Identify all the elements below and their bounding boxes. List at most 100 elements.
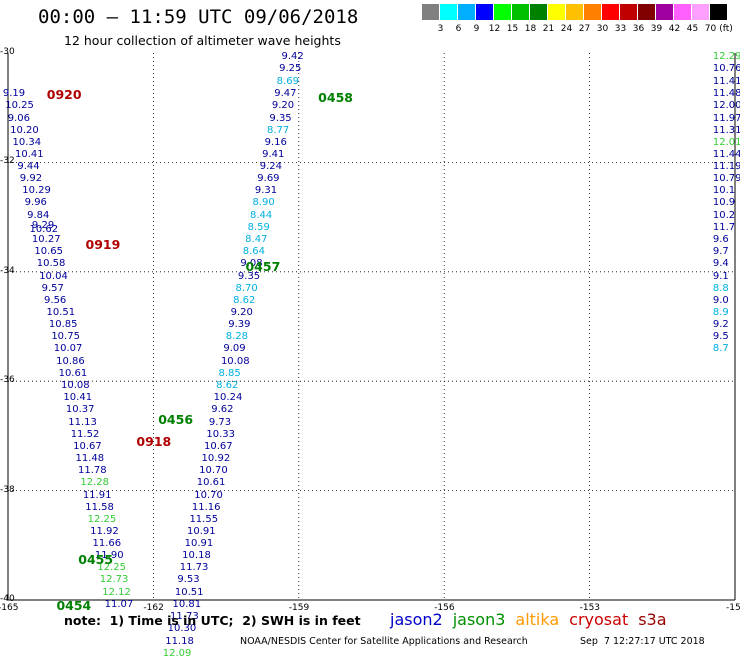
longitude-label: -162 — [143, 603, 164, 613]
pass-time-label: 0919 — [85, 237, 121, 253]
wave-height-value: 9.7 — [712, 246, 729, 258]
wave-height-value: 12.12 — [102, 586, 131, 598]
latitude-label: -34 — [0, 265, 15, 276]
wave-height-value: 12.25 — [97, 562, 126, 574]
wave-height-value: 12.00 — [712, 100, 740, 112]
credit-text: NOAA/NESDIS Center for Satellite Applica… — [240, 636, 528, 647]
wave-height-value: 10.86 — [56, 355, 85, 367]
wave-height-value: 8.85 — [218, 368, 241, 380]
wave-height-value: 11.58 — [85, 501, 114, 513]
wave-height-value: 9.69 — [257, 173, 280, 185]
mission-legend-item: altika — [515, 610, 560, 629]
wave-height-value: 11.48 — [75, 452, 105, 464]
wave-height-value: 11.18 — [165, 635, 194, 647]
wave-height-value: 10.70 — [199, 464, 228, 476]
wave-height-value: 9.19 — [2, 88, 26, 100]
color-scale-label: 39 — [650, 24, 663, 34]
wave-height-value: 8.77 — [266, 124, 290, 136]
longitude-label: -153 — [579, 603, 601, 613]
wave-height-value: 9.53 — [177, 574, 200, 586]
longitude-label: -165 — [0, 603, 19, 613]
wave-height-value: 10.25 — [5, 100, 34, 112]
wave-height-value: 8.9 — [712, 306, 729, 318]
color-swatch — [440, 4, 457, 20]
color-scale-label: 27 — [578, 24, 591, 34]
wave-height-value: 10.91 — [187, 526, 216, 538]
mission-legend-item: s3a — [638, 610, 667, 629]
color-swatch — [566, 4, 583, 20]
wave-height-value: 12.01 — [712, 136, 740, 148]
wave-height-value: 9.57 — [41, 282, 64, 294]
color-scale-label: 21 — [542, 24, 555, 34]
color-scale-label: 15 — [506, 24, 519, 34]
mission-legend-item: cryosat — [569, 610, 629, 629]
wave-height-value: 9.29 — [31, 220, 55, 232]
wave-height-value: 11.13 — [68, 416, 97, 428]
mission-legend-item: jason2 — [390, 610, 443, 629]
wave-height-value: 12.29 — [712, 51, 740, 63]
wave-height-value: 11.91 — [82, 489, 112, 501]
mission-legend: jason2 jason3 altika cryosat s3a — [390, 610, 677, 629]
pass-time-label: 0920 — [46, 87, 82, 103]
wave-height-value: 9.73 — [208, 416, 232, 428]
wave-height-value: 9.6 — [712, 234, 729, 246]
color-scale-label: 6 — [455, 24, 462, 34]
wave-height-value: 10.61 — [196, 477, 226, 489]
wave-height-value: 10.70 — [194, 489, 223, 501]
pass-time-label: 0918 — [136, 434, 172, 450]
wave-height-value: 9.0 — [712, 294, 729, 306]
wave-height-value: 10.1 — [712, 185, 736, 197]
wave-height-value: 11.31 — [712, 124, 740, 136]
wave-height-value: 12.09 — [162, 647, 192, 659]
wave-height-value: 10.29 — [22, 185, 51, 197]
color-scale-label: 45 — [686, 24, 699, 34]
wave-height-value: 10.85 — [48, 319, 78, 331]
color-swatch — [458, 4, 475, 20]
wave-height-value: 10.24 — [213, 392, 243, 404]
wave-height-value: 9.35 — [269, 112, 292, 124]
wave-height-value: 10.41 — [63, 392, 93, 404]
wave-height-value: 10.92 — [201, 452, 231, 464]
color-scale-label: 18 — [524, 24, 537, 34]
wave-height-value: 10.62 — [29, 223, 59, 235]
wave-height-value: 9.31 — [254, 185, 278, 197]
latitude-label: -32 — [0, 156, 15, 167]
color-swatch — [602, 4, 619, 20]
wave-height-value: 11.48 — [712, 88, 740, 100]
wave-height-value: 9.44 — [17, 161, 40, 173]
wave-height-value: 9.56 — [44, 294, 67, 306]
wave-height-value: 8.44 — [250, 210, 273, 221]
color-swatch — [656, 4, 673, 20]
wave-height-value: 8.28 — [225, 331, 249, 343]
color-scale-label: 70 — [704, 24, 717, 34]
wave-height-value: 8.69 — [276, 75, 299, 87]
wave-height-value: 10.58 — [36, 258, 66, 270]
longitude-label: -150 — [726, 603, 740, 613]
wave-height-value: 9.62 — [211, 404, 234, 416]
pass-time-label: 0454 — [56, 598, 92, 614]
wave-height-value: 9.2 — [712, 319, 729, 331]
longitude-label: -156 — [434, 603, 455, 613]
footer-note: note: 1) Time is in UTC; 2) SWH is in fe… — [64, 613, 361, 628]
color-swatch — [674, 4, 691, 20]
color-scale-label: 24 — [560, 24, 573, 34]
longitude-label: -159 — [288, 603, 310, 613]
wave-height-value: 10.27 — [31, 234, 61, 246]
wave-height-value: 9.39 — [228, 319, 251, 331]
wave-height-value: 8.7 — [712, 343, 729, 355]
wave-height-value: 11.73 — [170, 610, 199, 622]
wave-height-value: 9.84 — [27, 210, 50, 221]
wave-height-value: 9.16 — [264, 136, 287, 148]
wave-height-value: 11.41 — [712, 75, 740, 87]
wave-height-value: 8.70 — [235, 282, 258, 294]
color-swatch — [494, 4, 511, 20]
color-swatch — [530, 4, 547, 20]
wave-height-value: 10.41 — [14, 148, 44, 160]
wave-height-value: 8.59 — [247, 222, 270, 234]
color-swatch — [512, 4, 529, 20]
wave-height-value: 10.20 — [10, 124, 39, 136]
wave-height-value: 8.64 — [242, 246, 266, 258]
wave-height-value: 11.7 — [712, 222, 736, 234]
wave-height-value: 8.8 — [712, 282, 729, 294]
wave-height-value: 9.08 — [240, 258, 263, 270]
